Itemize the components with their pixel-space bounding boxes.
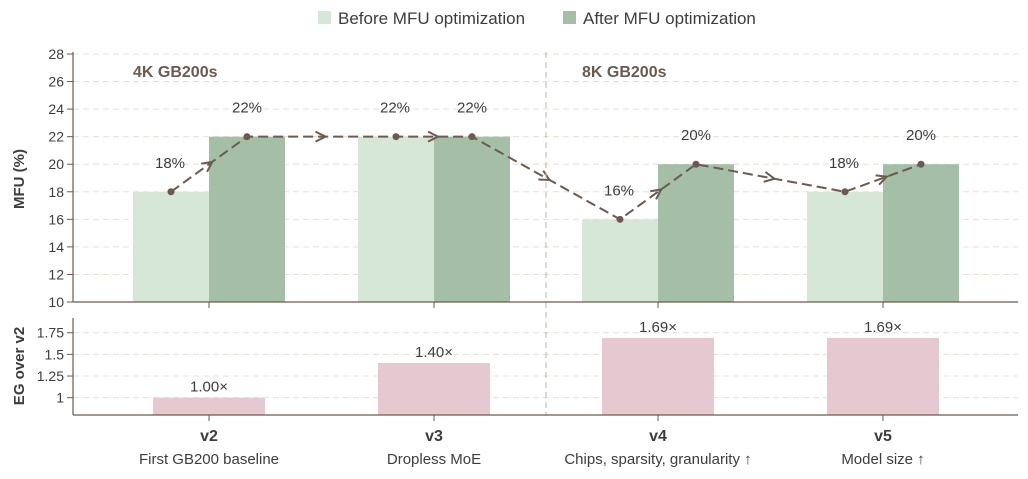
mfu-point [167,188,175,196]
mfu-bar-before-v5 [807,191,883,302]
mfu-bar-after-v5 [883,164,959,302]
mfu-point [392,133,400,141]
mfu-bars [133,136,959,302]
eg-bar-v4 [602,337,714,415]
eg-label-v5: 1.69× [864,319,902,336]
mfu-label-before-v3: 22% [380,100,410,117]
mfu-y-tick-label: 12 [48,266,64,282]
mfu-label-after-v2: 22% [232,100,262,117]
mfu-bar-after-v2 [209,136,285,302]
mfu-y-tick-label: 18 [48,184,64,200]
mfu-connector-arrow [875,174,889,186]
legend-label-before: Before MFU optimization [338,9,525,28]
mfu-connector-arrow [650,188,664,200]
mfu-bar-after-v3 [434,136,510,302]
x-label-v5: v5 [874,428,892,445]
mfu-bar-before-v2 [133,191,209,302]
mfu-label-after-v4: 20% [681,127,711,144]
group-label-8k: 8K GB200s [582,64,667,81]
x-axis-labels: v2 First GB200 baseline v3 Dropless MoE v4 Ch… [139,428,925,468]
x-label-v3: v3 [425,428,443,445]
mfu-connectors [167,130,925,223]
eg-y-tick-label: 1.75 [37,325,64,341]
mfu-y-tick-label: 24 [48,101,64,117]
mfu-point [841,188,849,196]
x-desc-v4: Chips, sparsity, granularity ↑ [564,451,751,468]
mfu-label-after-v5: 20% [906,127,936,144]
mfu-connector-arrow [315,130,328,143]
mfu-y-ticks: 10 12 14 16 18 20 22 24 26 28 [48,46,73,310]
x-desc-v2: First GB200 baseline [139,451,279,468]
mfu-y-tick-label: 16 [48,211,64,227]
x-desc-v5: Model size ↑ [841,451,924,468]
mfu-value-labels: 18% 22% 22% 22% 16% 20% 18% 20% [155,100,936,200]
eg-y-tick-label: 1.5 [45,346,65,362]
eg-bars [153,337,939,415]
mfu-point [243,133,251,141]
mfu-y-tick-label: 26 [48,74,64,90]
mfu-point [616,215,624,223]
eg-bar-v3 [378,363,490,415]
eg-y-tick-label: 1.25 [37,368,64,384]
axes [72,52,1018,421]
mfu-label-after-v3: 22% [457,100,487,117]
mfu-label-before-v5: 18% [829,155,859,172]
eg-y-tick-label: 1 [56,390,64,406]
mfu-y-tick-label: 28 [48,46,64,62]
legend-swatch-after [563,11,576,24]
mfu-connector-arrow [201,160,215,173]
group-label-4k: 4K GB200s [133,64,218,81]
mfu-connector-arrow [538,170,552,182]
x-label-v4: v4 [649,428,667,445]
eg-label-v2: 1.00× [190,379,228,396]
mfu-y-tick-label: 10 [48,294,64,310]
mfu-y-tick-label: 22 [48,129,64,145]
mfu-point [917,160,925,168]
mfu-point [468,133,476,141]
x-desc-v3: Dropless MoE [387,451,481,468]
mfu-label-before-v2: 18% [155,155,185,172]
eg-y-ticks: 1 1.25 1.5 1.75 [37,325,73,406]
eg-bar-v5 [827,337,939,415]
mfu-bar-before-v3 [358,136,434,302]
mfu-bar-before-v4 [582,219,658,302]
mfu-y-axis-label: MFU (%) [11,149,28,209]
eg-label-v3: 1.40× [415,344,453,361]
eg-y-axis-label: EG over v2 [11,327,28,405]
mfu-y-tick-label: 14 [48,239,64,255]
mfu-bar-after-v4 [658,164,734,302]
x-label-v2: v2 [200,428,218,445]
mfu-connector-arrow [427,130,441,143]
legend: Before MFU optimization After MFU optimi… [318,9,756,28]
mfu-point [692,160,700,168]
legend-label-after: After MFU optimization [583,9,756,28]
legend-swatch-before [318,11,331,24]
mfu-connector-arrow [763,171,777,183]
mfu-connector-line [170,135,922,221]
mfu-y-tick-label: 20 [48,156,64,172]
mfu-label-before-v4: 16% [604,182,634,199]
eg-bar-v2 [153,397,265,415]
eg-value-labels: 1.00× 1.40× 1.69× 1.69× [190,319,902,396]
eg-label-v4: 1.69× [639,319,677,336]
